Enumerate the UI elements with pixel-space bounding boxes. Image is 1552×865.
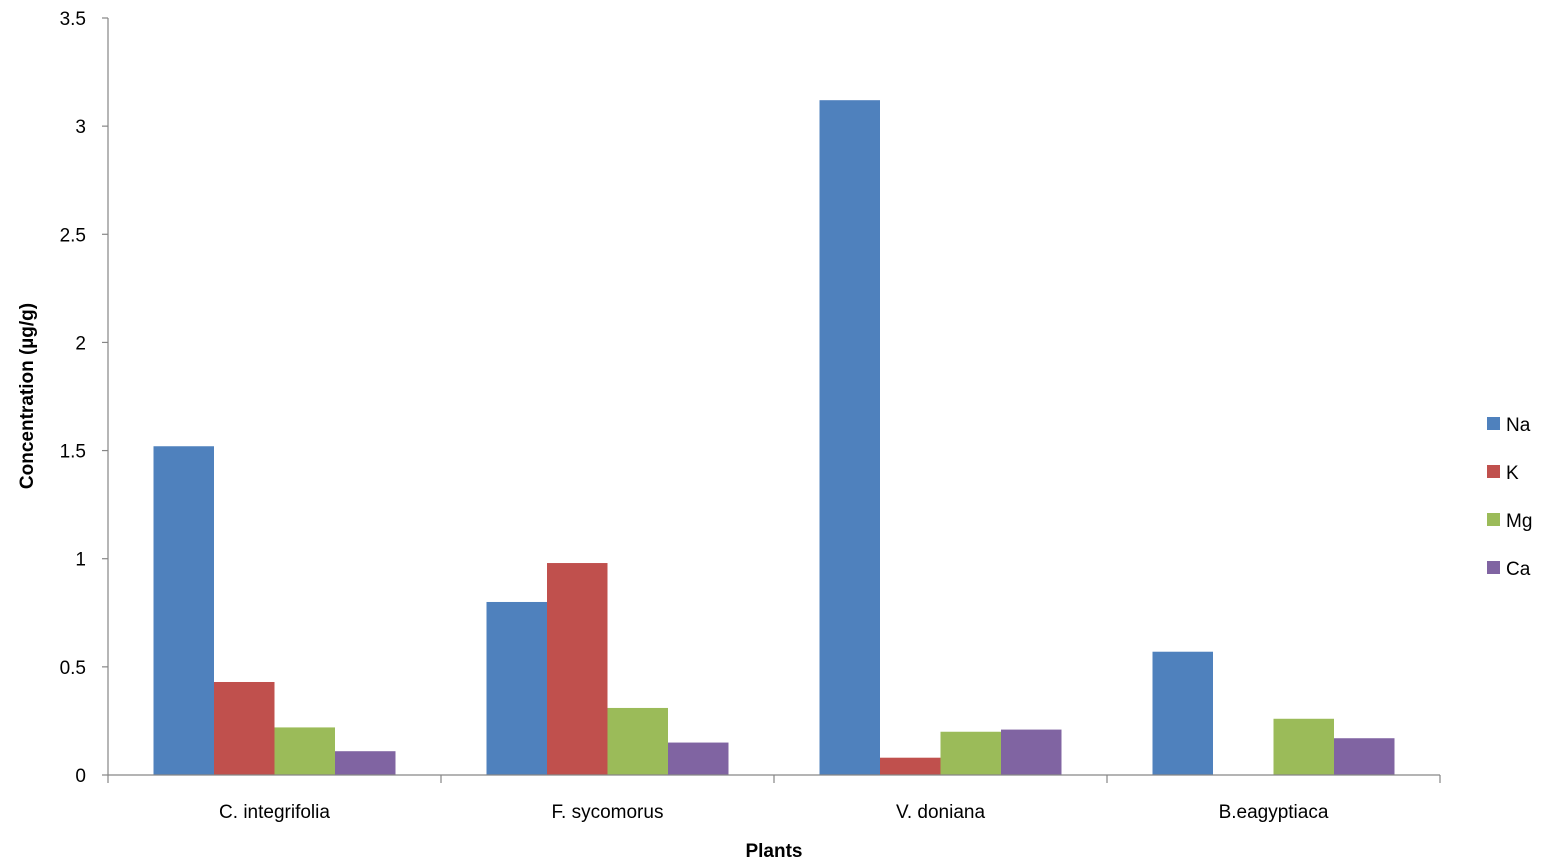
bar-mg: [1273, 718, 1334, 775]
legend-swatch: [1487, 513, 1500, 526]
y-axis-ticks: 0 0.5 1 1.5 2 2.5 3 3.5: [60, 9, 108, 787]
legend-label: Ca: [1506, 559, 1531, 580]
x-tick-label: V. doniana: [896, 802, 986, 823]
bar-na: [486, 601, 547, 775]
bar-na: [153, 446, 214, 775]
bar-mg: [274, 727, 335, 775]
y-tick-label: 1: [75, 550, 86, 571]
y-tick-label: 2: [75, 333, 86, 354]
y-tick-label: 3.5: [60, 9, 86, 30]
x-tick-label: F. sycomorus: [552, 802, 664, 823]
x-axis-title: Plants: [745, 841, 802, 862]
bar-ca: [1001, 729, 1062, 775]
bars: [153, 100, 1395, 775]
x-tick-label: B.eagyptiaca: [1219, 802, 1329, 823]
y-tick-label: 0: [75, 766, 86, 787]
plot-area: 0 0.5 1 1.5 2 2.5 3 3.5 C. integrifolia F. sycom…: [60, 9, 1441, 823]
bar-ca: [335, 751, 396, 775]
bar-na: [819, 100, 880, 775]
y-axis-title: Concentration (µg/g): [17, 303, 38, 489]
legend-swatch: [1487, 417, 1500, 430]
legend-swatch: [1487, 561, 1500, 574]
bar-mg: [607, 707, 668, 775]
bar-ca: [1334, 738, 1395, 775]
legend: Na K Mg Ca: [1487, 415, 1532, 580]
bar-k: [547, 563, 608, 775]
x-axis-ticks: C. integrifolia F. sycomorus V. doniana B.e…: [107, 775, 1441, 823]
bar-k: [880, 757, 941, 775]
bar-ca: [668, 742, 729, 775]
x-tick-label: C. integrifolia: [219, 802, 330, 823]
y-tick-label: 0.5: [60, 658, 86, 679]
legend-swatch: [1487, 465, 1500, 478]
bar-mg: [940, 731, 1001, 775]
legend-label: Na: [1506, 415, 1531, 436]
legend-label: Mg: [1506, 511, 1532, 532]
bar-na: [1152, 651, 1213, 775]
y-tick-label: 2.5: [60, 225, 86, 246]
y-tick-label: 3: [75, 117, 86, 138]
legend-label: K: [1506, 463, 1519, 484]
y-tick-label: 1.5: [60, 442, 86, 463]
bar-k: [214, 681, 275, 775]
